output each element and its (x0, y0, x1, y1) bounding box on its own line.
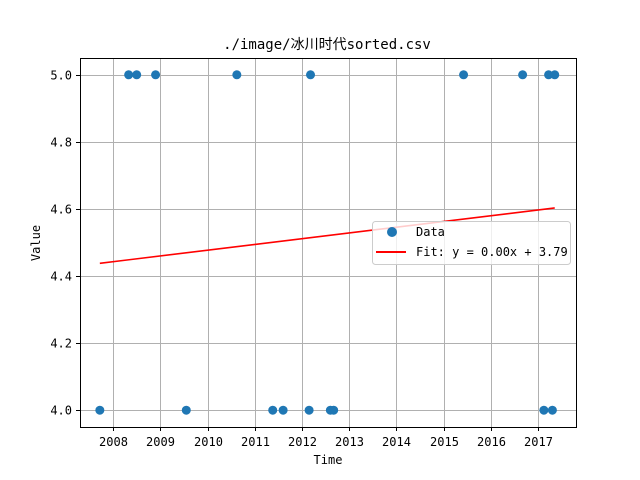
x-tick-label: 2010 (194, 435, 223, 449)
data-point (278, 405, 288, 415)
x-tick-label: 2014 (382, 435, 411, 449)
y-axis-label: Value (29, 225, 43, 261)
x-tick-label: 2017 (524, 435, 553, 449)
legend-data-marker (387, 227, 397, 237)
y-tick-label: 4.6 (50, 203, 72, 217)
y-tick-label: 4.8 (50, 136, 72, 150)
x-tick-label: 2016 (477, 435, 506, 449)
ticks-layer: 2008 2009 2010 2011 2012 2013 2014 2015 2016 2017… (50, 69, 553, 450)
data-point (547, 405, 557, 415)
x-tick-label: 2011 (241, 435, 270, 449)
y-tick-label: 4.0 (50, 404, 72, 418)
data-point (232, 70, 242, 80)
data-point (329, 405, 339, 415)
grid-layer (80, 58, 576, 427)
data-point (518, 70, 528, 80)
data-point (550, 70, 560, 80)
data-point (268, 405, 278, 415)
chart-title: ./image/冰川时代sorted.csv (223, 37, 431, 53)
x-tick-label: 2013 (335, 435, 364, 449)
legend-data-label: Data (416, 225, 445, 239)
x-tick-label: 2009 (146, 435, 175, 449)
series-layer (95, 70, 560, 415)
y-tick-label: 5.0 (50, 69, 72, 83)
x-tick-label: 2015 (430, 435, 459, 449)
legend: Data Fit: y = 0.00x + 3.79 (372, 221, 571, 265)
y-tick-label: 4.2 (50, 337, 72, 351)
data-point (539, 405, 549, 415)
plot-frame (80, 58, 577, 428)
data-point (132, 70, 142, 80)
data-point (304, 405, 314, 415)
legend-fit-label: Fit: y = 0.00x + 3.79 (416, 245, 568, 259)
data-point (181, 405, 191, 415)
fit-line (99, 207, 555, 265)
legend-box (372, 221, 571, 265)
x-tick-label: 2012 (288, 435, 317, 449)
x-tick-label: 2008 (99, 435, 128, 449)
data-point (151, 70, 161, 80)
data-point (95, 405, 105, 415)
data-point (459, 70, 469, 80)
data-point (124, 70, 134, 80)
y-tick-label: 4.4 (50, 270, 72, 284)
data-point (306, 70, 316, 80)
x-axis-label: Time (314, 453, 343, 467)
